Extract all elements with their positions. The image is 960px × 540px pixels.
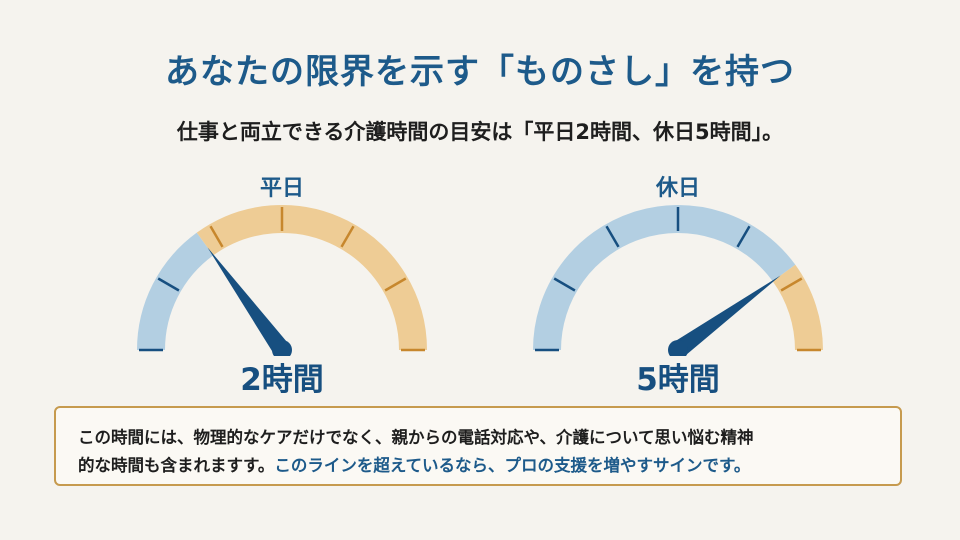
holiday-gauge-value: 5時間 bbox=[636, 362, 720, 398]
weekday-gauge-tick bbox=[384, 277, 407, 292]
weekday-gauge-pivot bbox=[272, 340, 292, 356]
weekday-gauge-label: 平日 bbox=[259, 176, 304, 201]
holiday-gauge-tick bbox=[553, 277, 576, 292]
explanation-note: この時間には、物理的なケアだけでなく、親からの電話対応や、介護について思い悩む精… bbox=[54, 406, 902, 486]
weekday-gauge-value: 2時間 bbox=[240, 362, 324, 398]
holiday-gauge-pivot bbox=[668, 340, 688, 356]
holiday-gauge-dial bbox=[533, 204, 823, 356]
note-line-2-highlight: このラインを超えているなら、プロの支援を増やすサインです。 bbox=[274, 456, 751, 475]
holiday-gauge-tick bbox=[736, 225, 751, 248]
weekday-gauge: 平日 2時間 bbox=[122, 168, 442, 398]
weekday-gauge-needle bbox=[207, 247, 290, 356]
note-line-2: 的な時間も含まれますす。このラインを超えているなら、プロの支援を増やすサインです… bbox=[78, 452, 878, 480]
weekday-gauge-caution-arc bbox=[196, 204, 427, 351]
holiday-gauge-safe-arc bbox=[533, 204, 796, 351]
page-title: あなたの限界を示す「ものさし」を持つ bbox=[165, 52, 795, 92]
holiday-gauge-tick bbox=[605, 225, 620, 248]
holiday-gauge-label: 休日 bbox=[655, 176, 700, 201]
holiday-gauge: 休日 5時間 bbox=[518, 168, 838, 398]
page-subtitle: 仕事と両立できる介護時間の目安は「平日2時間、休日5時間」。 bbox=[176, 120, 784, 144]
weekday-gauge-tick bbox=[340, 225, 355, 248]
weekday-gauge-safe-arc bbox=[137, 232, 214, 351]
weekday-gauge-tick bbox=[209, 225, 224, 248]
holiday-gauge-needle bbox=[672, 275, 781, 356]
note-line-2-plain: 的な時間も含まれますす。 bbox=[78, 456, 275, 475]
holiday-gauge-caution-arc bbox=[772, 264, 823, 351]
holiday-gauge-ticks bbox=[535, 207, 821, 352]
holiday-gauge-tick bbox=[780, 277, 803, 292]
weekday-gauge-dial bbox=[137, 204, 427, 356]
note-line-1: この時間には、物理的なケアだけでなく、親からの電話対応や、介護について思い悩む精… bbox=[78, 428, 754, 447]
weekday-gauge-ticks bbox=[139, 207, 425, 352]
weekday-gauge-tick bbox=[157, 277, 180, 292]
